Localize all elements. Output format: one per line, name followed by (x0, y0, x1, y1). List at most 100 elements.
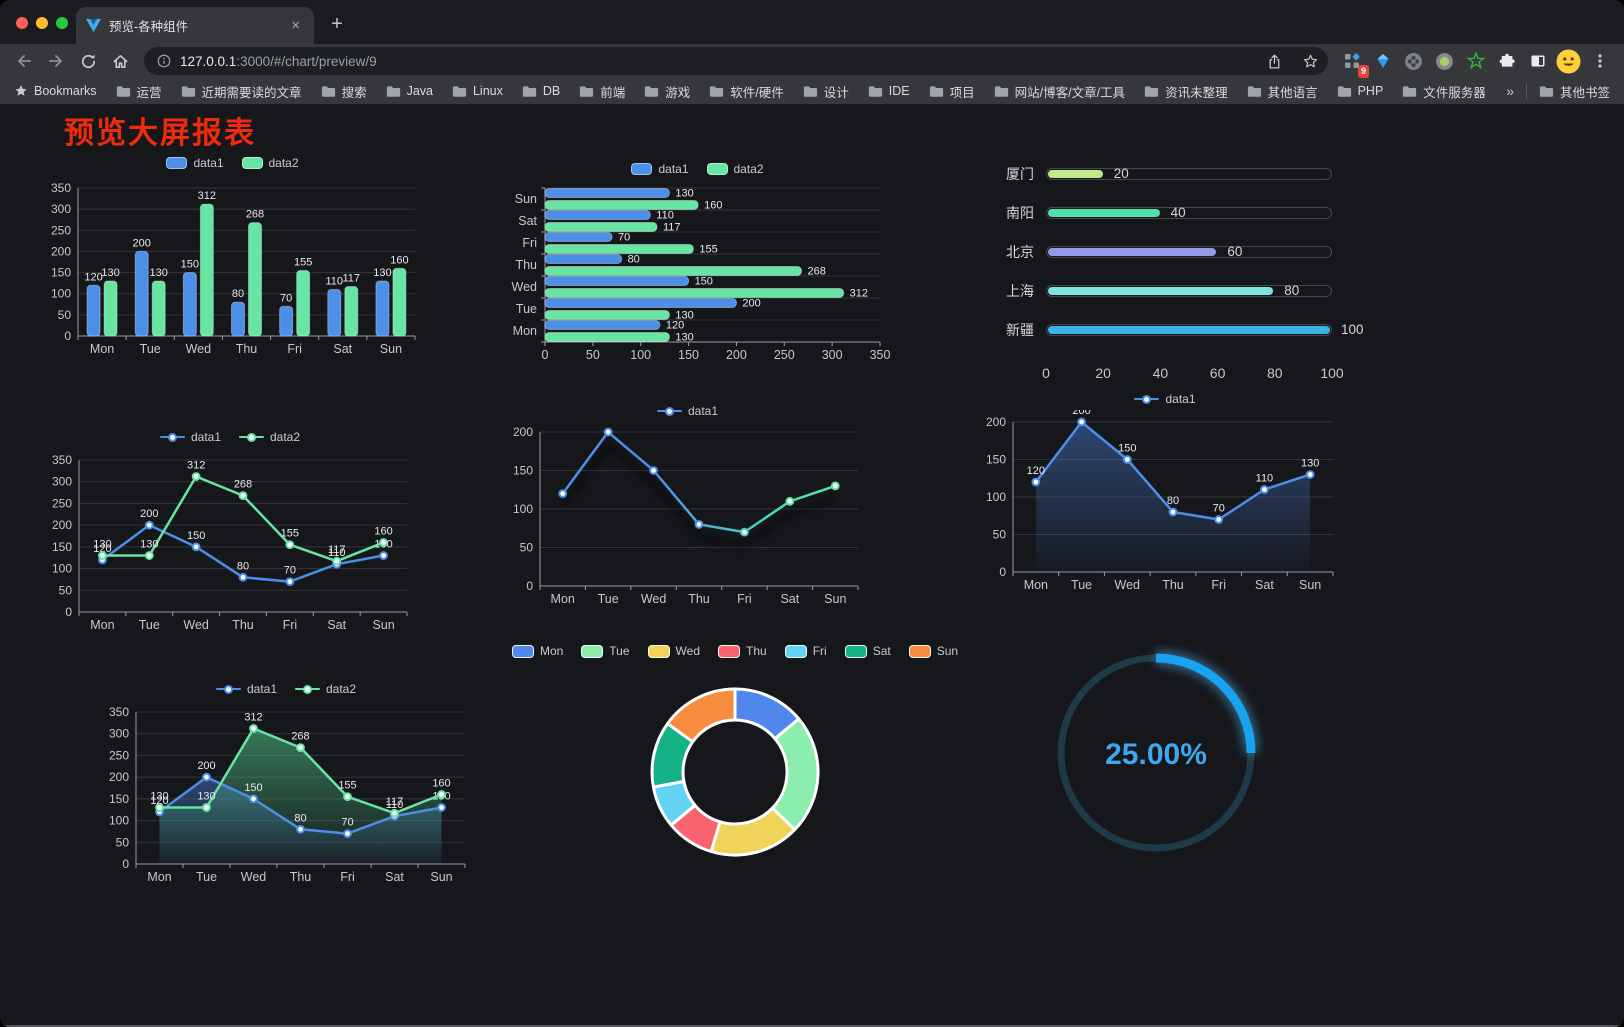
progress-row[interactable]: 南阳 40 (1000, 193, 1332, 232)
browser-menu-icon[interactable] (1586, 47, 1614, 75)
svg-text:312: 312 (244, 712, 262, 724)
legend-label: data1 (190, 430, 221, 444)
bookmark-folder[interactable]: PHP (1337, 84, 1383, 98)
avatar[interactable] (1555, 48, 1582, 74)
svg-text:110: 110 (386, 799, 404, 811)
legend-label: data1 (658, 162, 689, 176)
recorder-circle-icon[interactable] (1431, 48, 1458, 74)
line-chart-canvas[interactable]: 0 50 100 150 200 Mon Tue Wed Thu Fri Sat Sun 120 200 1… (985, 410, 1345, 598)
legend-item-data2[interactable]: data2 (239, 430, 300, 444)
legend-item-data1[interactable]: data1 (656, 404, 719, 418)
legend-item-data1[interactable]: data1 (166, 156, 224, 170)
bookmark-folder[interactable]: IDE (868, 84, 910, 98)
folder-icon (1337, 85, 1351, 97)
legend-item-data1[interactable]: data1 (631, 162, 689, 176)
svg-text:Thu: Thu (236, 342, 258, 356)
legend-label: data1 (1165, 392, 1196, 406)
bookmark-folder[interactable]: 资讯未整理 (1144, 82, 1228, 101)
legend-item-Fri[interactable]: Fri (784, 644, 827, 658)
svg-text:Sun: Sun (1299, 578, 1321, 592)
legend-item-data1[interactable]: data1 (215, 682, 277, 696)
legend-item-Thu[interactable]: Thu (718, 644, 767, 658)
side-panel-icon[interactable] (1524, 48, 1551, 74)
legend-item-Wed[interactable]: Wed (647, 644, 700, 658)
chart-legend: data1 data2 (45, 426, 415, 448)
flower-circle-icon[interactable] (1400, 48, 1427, 74)
bookmark-folder[interactable]: 游戏 (644, 82, 690, 101)
extension-grid-icon[interactable]: 9 (1338, 48, 1369, 78)
bookmark-item-bookmarks[interactable]: Bookmarks (14, 84, 97, 98)
legend-item-data2[interactable]: data2 (241, 156, 299, 170)
folder-icon (645, 85, 659, 97)
legend-item-Sun[interactable]: Sun (908, 644, 958, 658)
minimize-window-button[interactable] (36, 17, 48, 29)
svg-text:Mon: Mon (551, 592, 575, 606)
bookmark-folder[interactable]: 设计 (803, 82, 849, 101)
progress-row[interactable]: 北京 60 (1000, 232, 1332, 271)
forward-button[interactable] (42, 47, 70, 75)
svg-text:130: 130 (150, 267, 168, 279)
bookmark-folder[interactable]: 搜索 (321, 82, 367, 101)
legend-item-data1[interactable]: data1 (159, 430, 221, 444)
donut-slice-Sun[interactable] (666, 687, 737, 744)
svg-text:Sun: Sun (380, 342, 402, 356)
green-star-icon[interactable] (1462, 48, 1489, 74)
share-icon[interactable] (1260, 47, 1288, 75)
home-button[interactable] (106, 47, 134, 75)
bookmark-folder[interactable]: 项目 (929, 82, 975, 101)
bookmarks-overflow-chevron[interactable]: » (1506, 83, 1514, 99)
bookmark-folder[interactable]: 近期需要读的文章 (181, 82, 302, 101)
bookmark-folder[interactable]: 文件服务器 (1402, 82, 1486, 101)
close-window-button[interactable] (16, 17, 28, 29)
legend-item-Sat[interactable]: Sat (844, 644, 891, 658)
browser-tab[interactable]: 预览-各种组件 × (76, 7, 314, 44)
bookmark-star-icon[interactable] (1296, 47, 1324, 75)
progress-row[interactable]: 新疆 100 (1000, 310, 1364, 349)
legend-item-data2[interactable]: data2 (706, 162, 764, 176)
bookmark-folder[interactable]: 运营 (116, 82, 162, 101)
folder-icon (181, 85, 195, 97)
devtools-gem-icon[interactable] (1369, 48, 1396, 74)
legend-item-Mon[interactable]: Mon (511, 644, 563, 658)
new-tab-button[interactable]: + (331, 12, 343, 35)
legend-item-Tue[interactable]: Tue (581, 644, 630, 658)
bookmark-folder[interactable]: 其他语言 (1247, 82, 1318, 101)
svg-text:Wed: Wed (241, 870, 267, 884)
legend-item-data2[interactable]: data2 (295, 682, 356, 696)
bookmark-folder-list: 运营 近期需要读的文章 搜索 Java Linux DB 前端 游戏 软件/硬件 设计 IDE 项目 网… (116, 82, 1505, 101)
other-bookmarks-label: 其他书签 (1559, 85, 1610, 100)
bookmark-folder[interactable]: 前端 (579, 82, 625, 101)
progress-track: 20 (1046, 166, 1332, 181)
line-chart-canvas[interactable]: 0 50 100 150 200 250 300 350 Mon Tue Wed Thu Fri Sat S… (100, 700, 472, 890)
bookmark-folder[interactable]: 软件/硬件 (709, 82, 784, 101)
axis-tick-label: 80 (1267, 365, 1283, 381)
progress-row[interactable]: 上海 80 (1000, 271, 1332, 310)
grouped-bar-chart: data1 data2 0 50 100 150 200 250 300 350 Mon Tue Wed… (40, 152, 425, 364)
line-chart-canvas[interactable]: 0 50 100 150 200 Mon Tue Wed Thu Fri Sat Sun (505, 422, 870, 612)
line-chart-canvas[interactable]: 0 50 100 150 200 250 300 350 Mon Tue Wed Thu Fri Sat S… (45, 448, 415, 638)
gauge-chart-canvas[interactable]: 25.00% (1048, 645, 1264, 861)
progress-fill (1048, 247, 1217, 256)
svg-text:312: 312 (850, 288, 868, 300)
bookmark-folder[interactable]: Java (386, 84, 433, 98)
other-bookmarks-button[interactable]: 其他书签 (1539, 82, 1610, 101)
progress-row[interactable]: 厦门 20 (1000, 154, 1332, 193)
legend-label: data1 (687, 404, 719, 418)
tab-close-icon[interactable]: × (291, 17, 300, 34)
svg-text:Sat: Sat (385, 870, 404, 884)
zoom-window-button[interactable] (56, 17, 68, 29)
donut-chart-canvas[interactable] (545, 662, 925, 885)
bar-chart-canvas[interactable]: 0 50 100 150 200 250 300 350 Mon Tue Wed Thu Fri Sat S… (40, 174, 425, 362)
legend-item-data1[interactable]: data1 (1134, 392, 1196, 406)
site-info-icon[interactable] (156, 53, 172, 69)
address-bar[interactable]: 127.0.0.1:3000/#/chart/preview/9 (144, 47, 1328, 75)
svg-text:Sat: Sat (518, 214, 537, 228)
svg-text:100: 100 (986, 490, 1006, 504)
bookmark-folder[interactable]: Linux (452, 84, 503, 98)
puzzle-extensions-icon[interactable] (1493, 48, 1520, 74)
bookmark-folder[interactable]: 网站/博客/文章/工具 (994, 82, 1125, 101)
back-button[interactable] (10, 47, 38, 75)
reload-button[interactable] (74, 47, 102, 75)
bookmark-folder[interactable]: DB (522, 84, 560, 98)
